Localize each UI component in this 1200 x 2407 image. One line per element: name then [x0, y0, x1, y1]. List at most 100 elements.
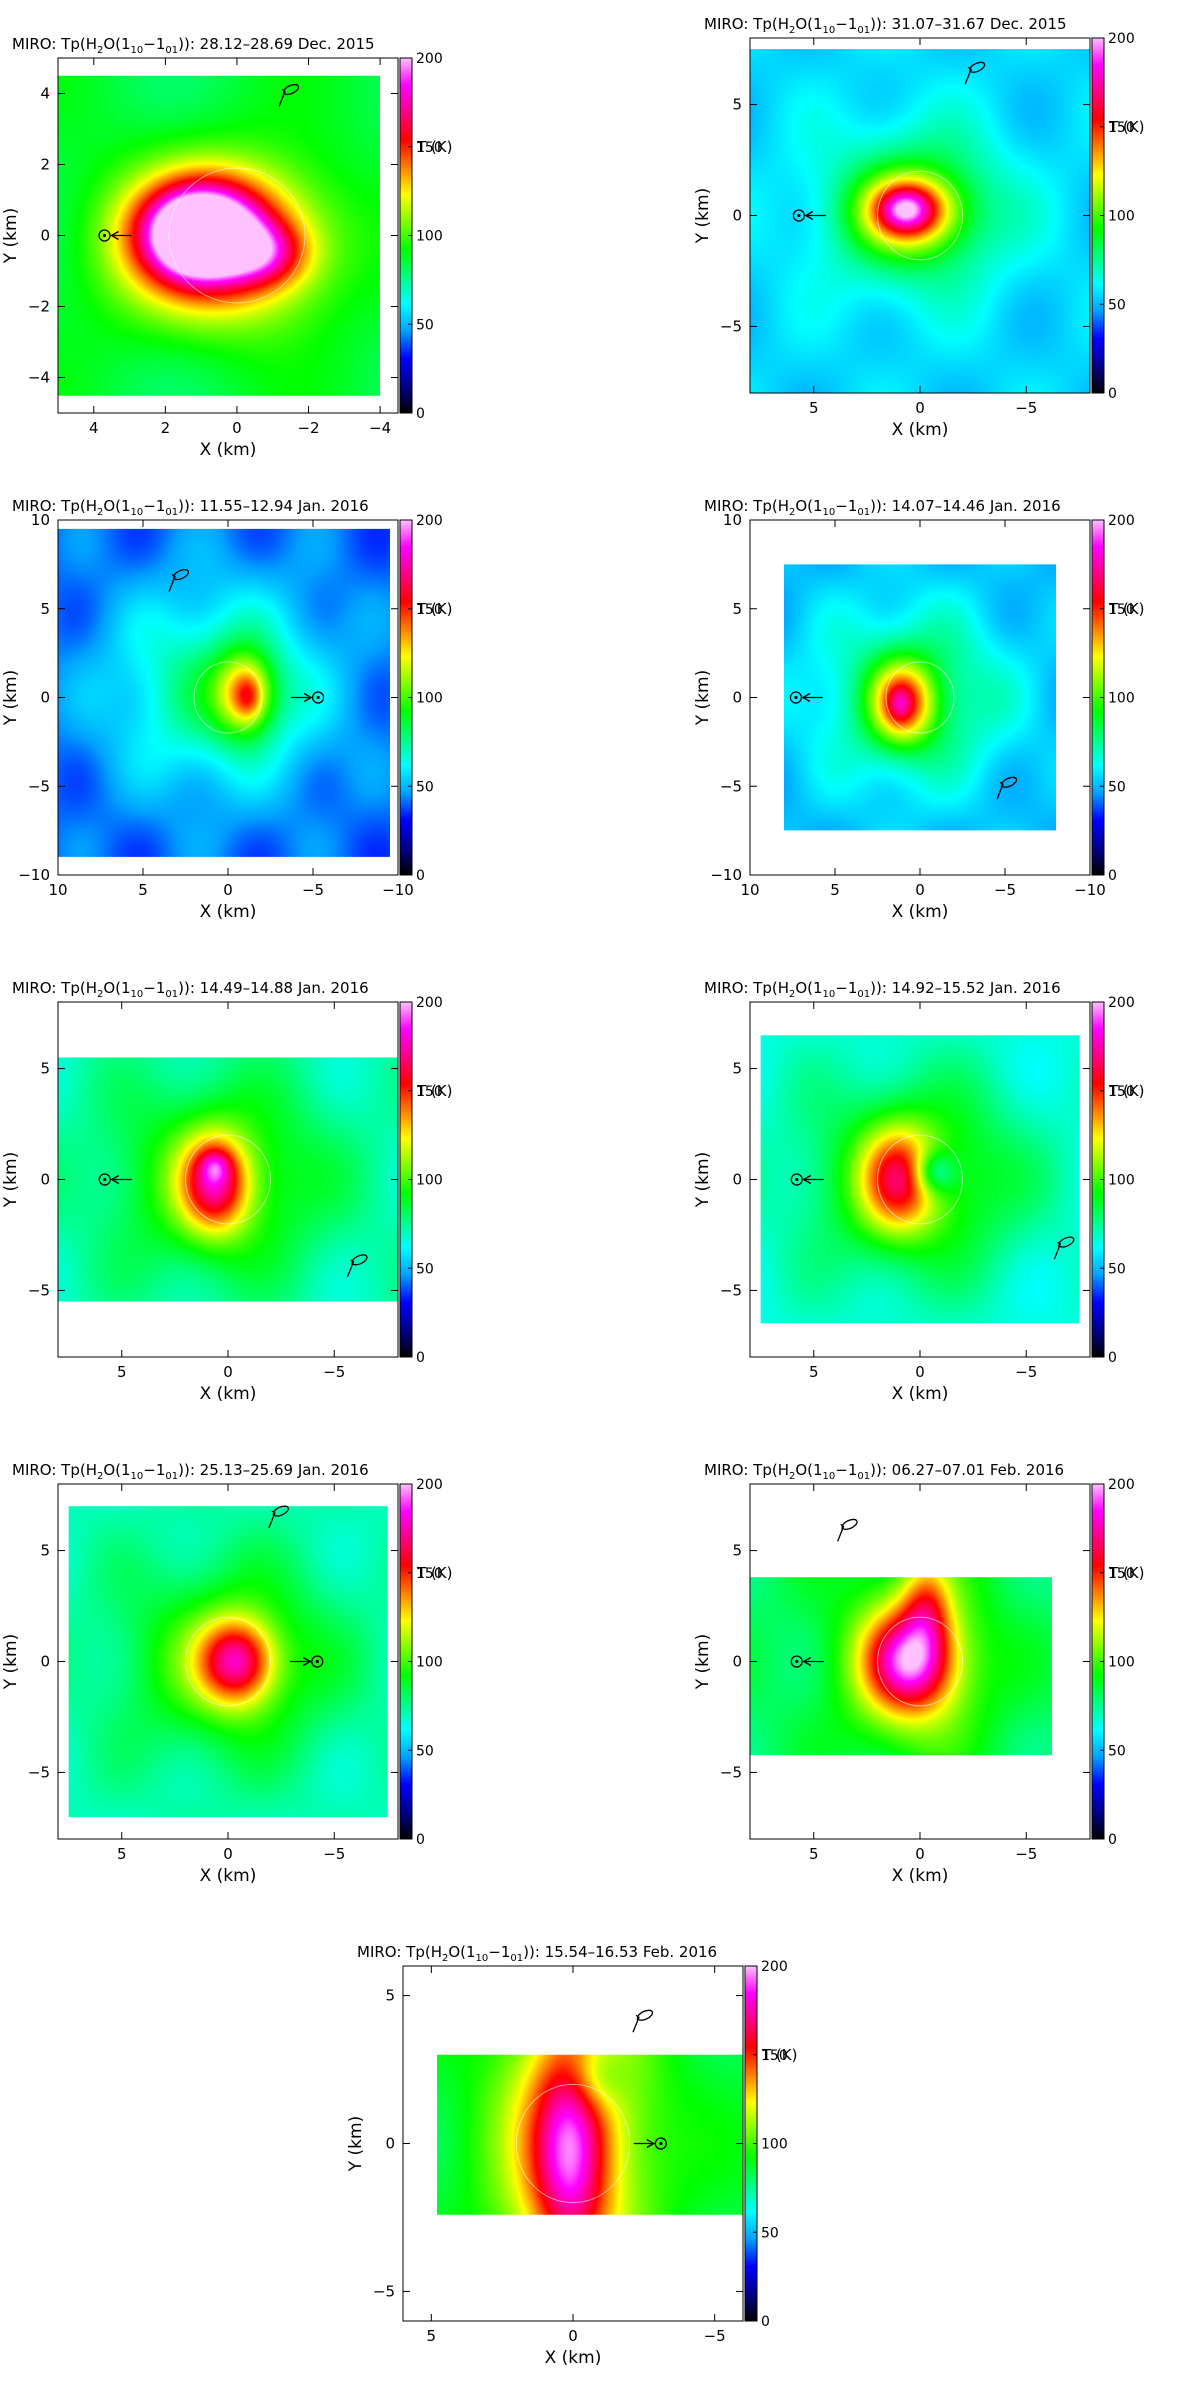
colorbar-tick-label: 150 [1108, 1084, 1135, 1100]
x-tick-label: 0 [223, 1845, 233, 1863]
y-tick-label: −5 [720, 1763, 742, 1781]
sun-direction-icon [790, 1655, 824, 1668]
nucleus-outline [185, 1134, 271, 1225]
x-axis-label: X (km) [200, 440, 257, 460]
y-axis-label: Y (km) [693, 670, 713, 726]
colorbar-tick-label: 100 [1108, 1173, 1135, 1189]
x-tick-label: 5 [117, 1845, 127, 1863]
x-tick-label: 10 [740, 881, 759, 899]
y-tick-label: −5 [720, 1281, 742, 1299]
colorbar-tick-label: 200 [1108, 513, 1135, 529]
x-tick-label: 5 [809, 1845, 819, 1863]
colorbar-tick-label: 0 [1108, 1350, 1117, 1366]
colorbar-tick-label: 100 [1108, 209, 1135, 225]
x-tick-label: 5 [138, 881, 148, 899]
x-tick-label: −5 [302, 881, 324, 899]
chart-panel-4: MIRO: Tp(H2O(110−101)): 14.07–14.46 Jan.… [693, 497, 1144, 922]
colorbar-label: T (K) [1108, 600, 1144, 618]
sun-direction-icon [633, 2137, 667, 2150]
chart-panel-1: MIRO: Tp(H2O(110−101)): 28.12–28.69 Dec.… [1, 35, 452, 460]
x-axis-label: X (km) [892, 420, 949, 440]
y-axis-label: Y (km) [1, 1152, 21, 1208]
x-tick-label: −5 [704, 2327, 726, 2345]
colorbar-tick-label: 0 [761, 2314, 770, 2330]
chart-title: MIRO: Tp(H2O(110−101)): 25.13–25.69 Jan.… [12, 1461, 369, 1482]
y-tick-label: 2 [40, 156, 50, 174]
sun-direction-icon [290, 1655, 324, 1668]
sun-direction-icon [291, 691, 325, 704]
x-axis-label: X (km) [200, 902, 257, 922]
chart-title: MIRO: Tp(H2O(110−101)): 11.55–12.94 Jan.… [12, 497, 369, 518]
nucleus-outline [515, 2083, 631, 2204]
y-tick-label: 0 [40, 1171, 50, 1189]
y-axis-label: Y (km) [1, 670, 21, 726]
y-axis-label: Y (km) [693, 188, 713, 244]
temperature-map [68, 1506, 388, 1818]
x-tick-label: −5 [994, 881, 1016, 899]
chart-panel-9: MIRO: Tp(H2O(110−101)): 15.54–16.53 Feb.… [346, 1943, 797, 2368]
x-tick-label: 0 [568, 2327, 578, 2345]
nucleus-outline [193, 661, 263, 734]
colorbar-tick-label: 100 [761, 2137, 788, 2153]
rotation-axis-icon [996, 776, 1018, 800]
x-tick-label: 2 [161, 419, 171, 437]
x-axis-label: X (km) [892, 902, 949, 922]
chart-panel-8: MIRO: Tp(H2O(110−101)): 06.27–07.01 Feb.… [693, 1461, 1144, 1886]
chart-panel-2: MIRO: Tp(H2O(110−101)): 31.07–31.67 Dec.… [693, 15, 1144, 440]
temperature-map [437, 2054, 743, 2215]
y-tick-label: −10 [18, 866, 50, 884]
y-tick-label: 0 [40, 689, 50, 707]
colorbar-tick-label: 50 [761, 2225, 779, 2241]
y-tick-label: 0 [732, 1171, 742, 1189]
nucleus-outline [877, 170, 963, 261]
x-tick-label: −5 [323, 1363, 345, 1381]
colorbar-tick-label: 0 [416, 868, 425, 884]
rotation-axis-icon [278, 83, 300, 107]
y-tick-label: 5 [732, 1542, 742, 1560]
colorbar-tick-label: 50 [416, 1261, 434, 1277]
chart-title: MIRO: Tp(H2O(110−101)): 31.07–31.67 Dec.… [704, 15, 1067, 36]
y-axis-label: Y (km) [693, 1152, 713, 1208]
x-tick-label: 0 [915, 881, 925, 899]
colorbar-tick-label: 50 [1108, 1261, 1126, 1277]
x-axis-label: X (km) [545, 2348, 602, 2368]
colorbar-label: T (K) [416, 600, 452, 618]
y-tick-label: −2 [28, 298, 50, 316]
rotation-axis-icon [268, 1505, 289, 1529]
x-tick-label: 0 [223, 1363, 233, 1381]
y-tick-label: 0 [732, 689, 742, 707]
chart-panel-3: MIRO: Tp(H2O(110−101)): 11.55–12.94 Jan.… [1, 497, 452, 922]
chart-title: MIRO: Tp(H2O(110−101)): 14.92–15.52 Jan.… [704, 979, 1061, 1000]
temperature-map [784, 564, 1056, 831]
x-tick-label: −10 [382, 881, 414, 899]
colorbar-tick-label: 150 [416, 1566, 443, 1582]
colorbar-label: T (K) [416, 138, 452, 156]
colorbar-tick-label: 100 [1108, 1655, 1135, 1671]
y-tick-label: 5 [732, 1060, 742, 1078]
temperature-map [58, 1057, 398, 1302]
colorbar-tick-label: 0 [416, 1832, 425, 1848]
y-tick-label: 4 [40, 85, 50, 103]
y-axis-label: Y (km) [346, 2116, 366, 2172]
x-tick-label: −2 [297, 419, 319, 437]
colorbar-label: T (K) [1108, 118, 1144, 136]
rotation-axis-icon [1053, 1236, 1075, 1260]
colorbar-tick-label: 50 [1108, 1743, 1126, 1759]
sun-direction-icon [98, 1173, 132, 1186]
colorbar-tick-label: 0 [1108, 868, 1117, 884]
y-tick-label: 5 [40, 600, 50, 618]
chart-title: MIRO: Tp(H2O(110−101)): 15.54–16.53 Feb.… [357, 1943, 717, 1964]
nucleus-outline [185, 1616, 271, 1707]
colorbar-tick-label: 100 [1108, 691, 1135, 707]
colorbar-tick-label: 100 [416, 691, 443, 707]
x-tick-label: 0 [223, 881, 233, 899]
x-tick-label: 5 [809, 1363, 819, 1381]
x-tick-label: 0 [232, 419, 242, 437]
colorbar-label: T (K) [761, 2046, 797, 2064]
colorbar-tick-label: 150 [1108, 1566, 1135, 1582]
y-tick-label: −5 [28, 1763, 50, 1781]
nucleus-outline [877, 1134, 963, 1225]
chart-title: MIRO: Tp(H2O(110−101)): 28.12–28.69 Dec.… [12, 35, 375, 56]
y-tick-label: 0 [40, 227, 50, 245]
colorbar-tick-label: 200 [416, 51, 443, 67]
